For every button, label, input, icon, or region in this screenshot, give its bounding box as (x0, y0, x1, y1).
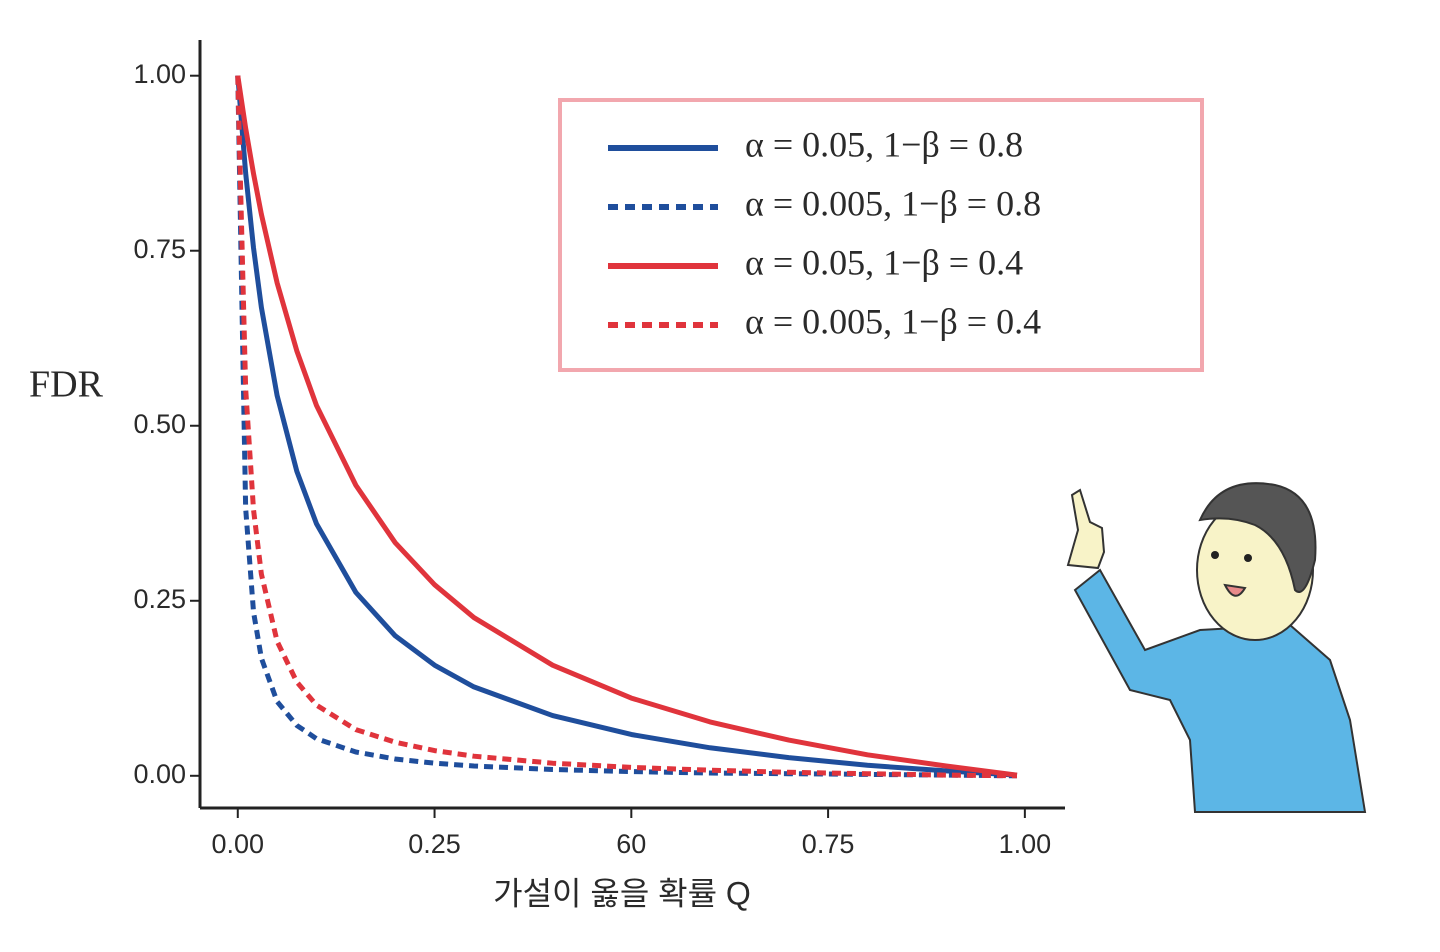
x-tick-label: 0.25 (408, 829, 461, 859)
series-line (235, 75, 1018, 778)
legend-label: α = 0.005, 1−β = 0.4 (745, 301, 1041, 341)
y-tick-label: 0.00 (133, 759, 186, 789)
y-tick-label: 1.00 (133, 59, 186, 89)
hand (1066, 488, 1106, 570)
x-axis-label: 가설이 옳을 확률 Q (493, 875, 751, 911)
mouth (1223, 583, 1247, 597)
eye (1211, 551, 1219, 559)
y-tick-label: 0.50 (133, 409, 186, 439)
legend-label: α = 0.005, 1−β = 0.8 (745, 183, 1041, 223)
y-tick-label: 0.75 (133, 234, 186, 264)
shirt (1073, 568, 1367, 813)
y-axis-label: FDR (29, 364, 104, 406)
legend-label: α = 0.05, 1−β = 0.8 (745, 124, 1023, 164)
x-tick-label: 0.75 (802, 829, 855, 859)
y-tick-label: 0.25 (133, 584, 186, 614)
x-tick-label: 60 (616, 829, 646, 859)
series-line (235, 75, 1018, 779)
series-line (235, 75, 1018, 779)
illustration (1066, 482, 1367, 813)
legend-label: α = 0.05, 1−β = 0.4 (745, 242, 1023, 282)
x-tick-label: 0.00 (211, 829, 264, 859)
x-tick-label: 1.00 (999, 829, 1052, 859)
legend: α = 0.05, 1−β = 0.8 α = 0.005, 1−β = 0.8 α… (558, 98, 1204, 372)
series-line (235, 75, 1018, 778)
eye (1244, 554, 1252, 562)
hair (1198, 482, 1317, 593)
